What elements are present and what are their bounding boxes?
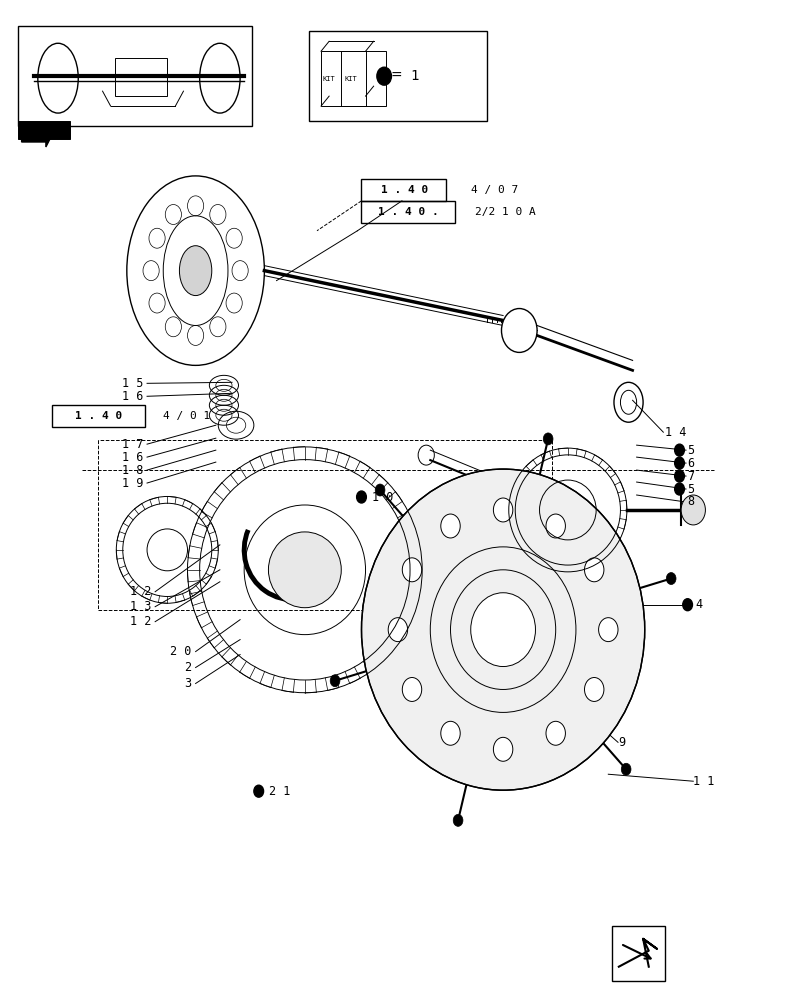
Text: 1 2: 1 2 [130,615,151,628]
Circle shape [682,599,692,611]
Ellipse shape [680,495,705,525]
Text: 1 8: 1 8 [122,464,143,477]
Text: 4: 4 [695,598,702,611]
Ellipse shape [453,814,462,826]
Ellipse shape [543,433,552,445]
Ellipse shape [388,618,407,642]
Bar [611,926,664,981]
Text: 8: 8 [687,495,694,508]
Text: 1 9: 1 9 [122,477,143,490]
Circle shape [376,67,391,85]
Text: =: = [390,69,401,83]
Circle shape [674,483,684,495]
Text: 3: 3 [184,677,191,690]
Ellipse shape [545,721,564,745]
Ellipse shape [501,309,536,352]
Ellipse shape [401,558,421,582]
Text: 2/2 1 0 A: 2/2 1 0 A [474,207,535,217]
Bar [341,51,385,106]
Ellipse shape [440,514,460,538]
Text: 1 4: 1 4 [664,426,685,439]
Ellipse shape [620,763,630,775]
Ellipse shape [545,514,564,538]
Circle shape [674,444,684,456]
Text: 2 0: 2 0 [170,645,191,658]
Circle shape [674,470,684,482]
Text: 1 6: 1 6 [122,390,143,403]
Text: 1 . 4 0: 1 . 4 0 [380,185,427,195]
Text: 5: 5 [687,444,694,457]
Circle shape [254,785,264,797]
Polygon shape [22,131,50,147]
Bar [18,26,252,126]
Text: KIT: KIT [322,76,335,82]
Ellipse shape [470,593,534,667]
Circle shape [356,491,366,503]
Ellipse shape [493,498,513,522]
Ellipse shape [330,675,340,687]
Text: 1 . 4 0: 1 . 4 0 [75,411,122,421]
Text: 1: 1 [410,69,418,83]
Ellipse shape [440,721,460,745]
Text: 7: 7 [687,470,694,483]
Text: 5: 5 [687,483,694,496]
Bar [320,51,365,106]
Bar [361,179,446,201]
Ellipse shape [584,678,603,701]
Bar [18,121,70,139]
Text: 4 / 0 7: 4 / 0 7 [470,185,517,195]
Ellipse shape [666,573,676,585]
Text: 1 1: 1 1 [693,775,714,788]
Ellipse shape [584,558,603,582]
Text: 1 . 4 0 .: 1 . 4 0 . [378,207,438,217]
Text: 9: 9 [617,736,624,749]
Text: 6: 6 [687,457,694,470]
Text: 1 6: 1 6 [122,451,143,464]
Circle shape [674,457,684,469]
Text: 2: 2 [184,661,191,674]
Bar [361,201,454,223]
Ellipse shape [361,469,644,790]
Bar [51,405,144,427]
Text: 1 2: 1 2 [130,585,151,598]
Ellipse shape [401,678,421,701]
Ellipse shape [179,246,212,296]
Ellipse shape [493,737,513,761]
Ellipse shape [375,484,384,496]
Text: 1 0: 1 0 [371,491,393,504]
Ellipse shape [598,618,617,642]
Text: 4 / 0 1: 4 / 0 1 [163,411,210,421]
Text: 1 5: 1 5 [122,377,143,390]
Text: 2 1: 2 1 [269,785,290,798]
Ellipse shape [268,532,341,608]
Bar [308,31,487,121]
Text: 1 7: 1 7 [122,438,143,451]
Text: 1 3: 1 3 [130,600,151,613]
Text: KIT: KIT [344,76,357,82]
Bar [114,58,167,96]
